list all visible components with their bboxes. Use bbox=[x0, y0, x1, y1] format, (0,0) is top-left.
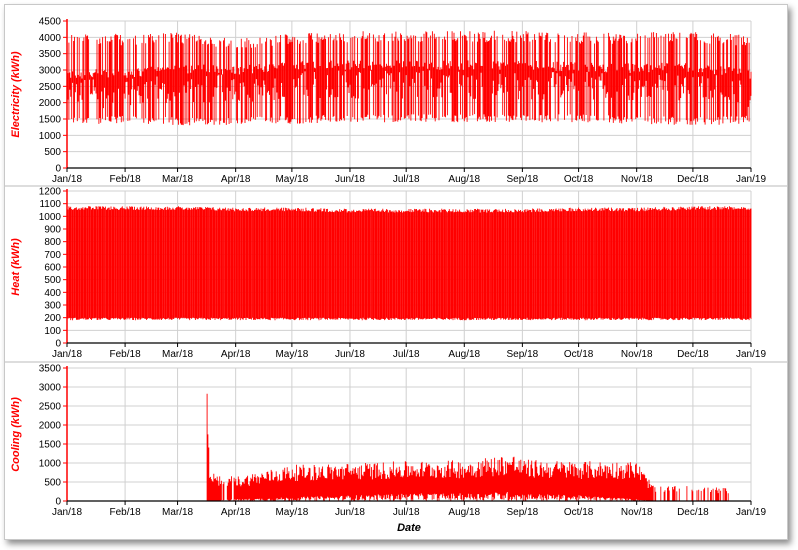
y-tick-label: 3000 bbox=[39, 383, 62, 394]
x-tick-label: Mar/18 bbox=[162, 174, 194, 185]
y-tick-label: 1500 bbox=[39, 115, 62, 126]
y-tick-label: 500 bbox=[44, 275, 61, 286]
y-tick-label: 1500 bbox=[39, 440, 62, 451]
x-tick-label: Jun/18 bbox=[335, 174, 365, 185]
y-tick-label: 0 bbox=[55, 164, 61, 175]
x-tick-label: Sep/18 bbox=[507, 174, 539, 185]
x-tick-label: May/18 bbox=[275, 174, 308, 185]
x-tick-label: Apr/18 bbox=[221, 507, 251, 518]
x-tick-label: Dec/18 bbox=[677, 349, 709, 360]
y-tick-label: 1000 bbox=[39, 459, 62, 470]
data-series-line bbox=[66, 206, 752, 321]
y-tick-label: 1200 bbox=[39, 187, 62, 198]
x-tick-label: Jul/18 bbox=[393, 174, 420, 185]
x-tick-label: Feb/18 bbox=[110, 507, 142, 518]
x-tick-label: Jul/18 bbox=[393, 507, 420, 518]
x-tick-label: Jan/19 bbox=[736, 349, 766, 360]
y-tick-label: 1000 bbox=[39, 131, 62, 142]
y-axis-title: Electricity (kWh) bbox=[10, 51, 22, 138]
y-tick-label: 3500 bbox=[39, 364, 62, 375]
data-series-line bbox=[206, 393, 729, 501]
x-tick-label: Dec/18 bbox=[677, 507, 709, 518]
y-tick-label: 100 bbox=[44, 326, 61, 337]
x-tick-label: Feb/18 bbox=[110, 174, 142, 185]
x-axis-title: Date bbox=[397, 522, 421, 534]
x-tick-label: Nov/18 bbox=[621, 507, 653, 518]
x-tick-label: Oct/18 bbox=[564, 174, 594, 185]
y-axis-title: Heat (kWh) bbox=[10, 238, 22, 296]
data-series-line bbox=[66, 30, 752, 126]
x-tick-label: Aug/18 bbox=[448, 174, 480, 185]
x-tick-label: Jan/18 bbox=[52, 349, 82, 360]
y-tick-label: 0 bbox=[55, 339, 61, 350]
x-tick-label: Feb/18 bbox=[110, 349, 142, 360]
chart-frame: 0 500 1000 1500 2000 2500 3000 3500 4000 4500 Jan/… bbox=[4, 4, 788, 540]
y-tick-label: 900 bbox=[44, 225, 61, 236]
y-tick-label: 500 bbox=[44, 478, 61, 489]
x-tick-label: Jan/18 bbox=[52, 507, 82, 518]
x-tick-label: Jan/19 bbox=[736, 507, 766, 518]
y-tick-label: 800 bbox=[44, 237, 61, 248]
x-tick-label: Apr/18 bbox=[221, 174, 251, 185]
y-tick-label: 400 bbox=[44, 288, 61, 299]
y-tick-label: 1100 bbox=[39, 199, 61, 210]
x-tick-label: Oct/18 bbox=[564, 349, 594, 360]
y-tick-label: 4500 bbox=[39, 17, 62, 28]
y-tick-label: 300 bbox=[44, 301, 61, 312]
y-axis-title: Cooling (kWh) bbox=[10, 397, 22, 472]
y-tick-label: 600 bbox=[44, 263, 61, 274]
chart-panel-1: 0 500 1000 1500 2000 2500 3000 3500 4000 4500 Jan/… bbox=[10, 17, 766, 186]
y-tick-label: 2500 bbox=[39, 82, 62, 93]
x-tick-label: Jan/19 bbox=[736, 174, 766, 185]
y-tick-label: 2000 bbox=[39, 421, 62, 432]
x-tick-label: Aug/18 bbox=[448, 507, 480, 518]
x-tick-label: May/18 bbox=[275, 507, 308, 518]
y-tick-label: 200 bbox=[44, 313, 61, 324]
y-tick-label: 500 bbox=[44, 147, 61, 158]
y-tick-label: 0 bbox=[55, 497, 61, 508]
y-tick-label: 2000 bbox=[39, 98, 62, 109]
x-tick-label: Jul/18 bbox=[393, 349, 420, 360]
y-tick-label: 700 bbox=[44, 250, 61, 261]
x-tick-label: Jan/18 bbox=[52, 174, 82, 185]
x-tick-label: Oct/18 bbox=[564, 507, 594, 518]
x-tick-label: Mar/18 bbox=[162, 507, 194, 518]
x-tick-label: Sep/18 bbox=[507, 507, 539, 518]
x-tick-label: Mar/18 bbox=[162, 349, 194, 360]
y-tick-label: 2500 bbox=[39, 402, 62, 413]
x-tick-label: May/18 bbox=[275, 349, 308, 360]
y-tick-label: 3500 bbox=[39, 49, 62, 60]
x-tick-label: Sep/18 bbox=[507, 349, 539, 360]
x-tick-label: Dec/18 bbox=[677, 174, 709, 185]
chart-svg: 050010001500200025003000350040004500Jan/… bbox=[5, 17, 787, 535]
chart-panel-3: 0 500 1000 1500 2000 2500 3000 3500 Jan/18 Feb/18… bbox=[10, 364, 766, 535]
y-tick-label: 4000 bbox=[39, 33, 62, 44]
x-tick-label: Jun/18 bbox=[335, 507, 365, 518]
x-tick-label: Jun/18 bbox=[335, 349, 365, 360]
y-tick-label: 1000 bbox=[39, 212, 62, 223]
x-tick-label: Nov/18 bbox=[621, 174, 653, 185]
x-tick-label: Apr/18 bbox=[221, 349, 251, 360]
y-tick-label: 3000 bbox=[39, 66, 62, 77]
x-tick-label: Nov/18 bbox=[621, 349, 653, 360]
x-tick-label: Aug/18 bbox=[448, 349, 480, 360]
